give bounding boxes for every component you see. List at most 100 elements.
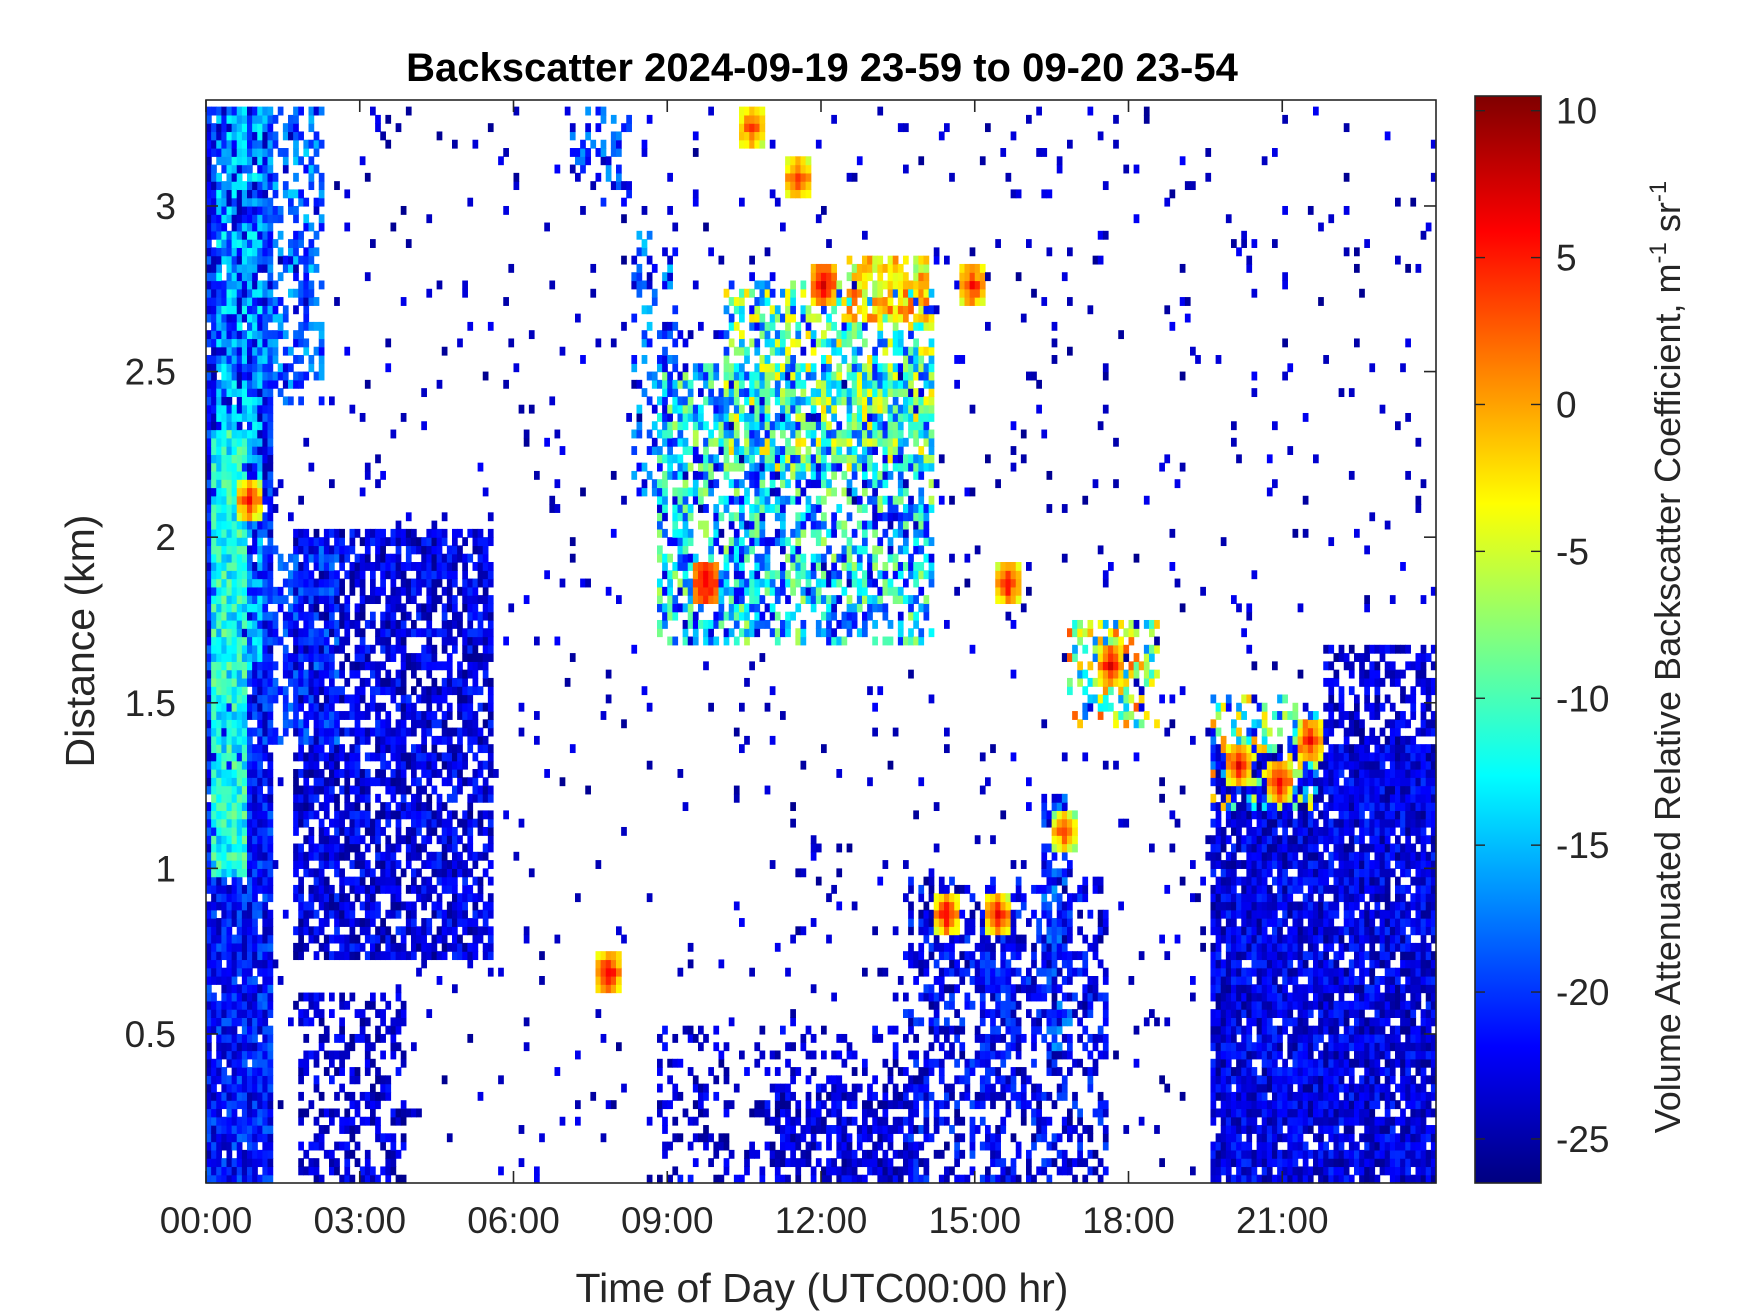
- heatmap-cell: [390, 644, 397, 654]
- heatmap-cell: [405, 727, 412, 737]
- heatmap-cell: [211, 926, 217, 936]
- heatmap-cell: [359, 578, 366, 588]
- heatmap-cell: [723, 495, 730, 505]
- heatmap-cell: [769, 272, 776, 282]
- heatmap-cell: [262, 644, 269, 654]
- heatmap-cell: [241, 545, 248, 555]
- heatmap-cell: [421, 537, 427, 547]
- heatmap-cell: [431, 694, 438, 704]
- heatmap-cell: [257, 189, 263, 199]
- heatmap-cell: [216, 1141, 222, 1151]
- heatmap-cell: [257, 495, 263, 505]
- heatmap-cell: [313, 148, 320, 157]
- heatmap-cell: [421, 785, 427, 795]
- heatmap-cell: [764, 462, 771, 472]
- heatmap-cell: [759, 404, 766, 414]
- heatmap-cell: [216, 1050, 222, 1060]
- heatmap-cell: [467, 851, 474, 861]
- heatmap-cell: [375, 1100, 381, 1110]
- heatmap-cell: [298, 1017, 304, 1027]
- heatmap-cell: [446, 744, 453, 754]
- heatmap-cell: [698, 421, 704, 431]
- heatmap-cell: [692, 1075, 699, 1085]
- heatmap-cell: [749, 305, 755, 315]
- heatmap-cell: [334, 669, 340, 679]
- heatmap-cell: [354, 860, 361, 869]
- heatmap-cell: [226, 156, 233, 166]
- heatmap-cell: [231, 164, 238, 174]
- heatmap-cell: [672, 520, 679, 530]
- heatmap-cell: [344, 851, 351, 861]
- heatmap-cell: [267, 330, 274, 340]
- heatmap-cell: [616, 926, 622, 936]
- heatmap-cell: [267, 181, 274, 191]
- heatmap-cell: [780, 570, 786, 580]
- heatmap-cell: [477, 462, 484, 472]
- heatmap-cell: [354, 644, 361, 654]
- heatmap-cell: [339, 1067, 345, 1076]
- heatmap-cell: [267, 131, 274, 141]
- heatmap-cell: [334, 818, 340, 828]
- heatmap-cell: [231, 247, 238, 257]
- heatmap-cell: [790, 280, 796, 290]
- heatmap-cell: [687, 412, 694, 422]
- heatmap-cell: [206, 719, 212, 729]
- heatmap-cell: [226, 297, 233, 306]
- heatmap-cell: [313, 702, 320, 712]
- heatmap-cell: [385, 843, 392, 853]
- heatmap-cell: [334, 644, 340, 654]
- heatmap-cell: [421, 603, 427, 613]
- heatmap-cell: [739, 702, 745, 712]
- heatmap-cell: [303, 992, 310, 1002]
- heatmap-cell: [308, 934, 315, 944]
- heatmap-cell: [334, 553, 340, 563]
- heatmap-cell: [698, 404, 704, 414]
- heatmap-cell: [252, 586, 258, 596]
- heatmap-cell: [211, 951, 217, 961]
- heatmap-cell: [221, 404, 228, 414]
- heatmap-cell: [339, 1033, 345, 1043]
- heatmap-cell: [790, 1116, 796, 1126]
- heatmap-cell: [385, 1158, 392, 1168]
- heatmap-cell: [559, 777, 566, 787]
- heatmap-cell: [298, 1009, 304, 1018]
- heatmap-cell: [728, 388, 735, 398]
- heatmap-cell: [733, 487, 740, 497]
- heatmap-cell: [769, 735, 776, 745]
- heatmap-cell: [749, 114, 755, 124]
- heatmap-cell: [308, 537, 315, 547]
- heatmap-cell: [318, 1174, 325, 1184]
- heatmap-cell: [211, 280, 217, 290]
- heatmap-cell: [226, 810, 233, 820]
- heatmap-cell: [282, 363, 289, 373]
- heatmap-cell: [477, 744, 484, 754]
- heatmap-cell: [247, 470, 253, 480]
- heatmap-cell: [236, 619, 243, 629]
- heatmap-cell: [441, 868, 448, 878]
- heatmap-cell: [313, 851, 320, 861]
- heatmap-cell: [313, 537, 320, 547]
- heatmap-cell: [267, 247, 274, 257]
- heatmap-cell: [349, 1042, 356, 1052]
- heatmap-cell: [662, 512, 668, 522]
- heatmap-cell: [713, 479, 720, 489]
- heatmap-cell: [744, 611, 750, 621]
- heatmap-cell: [303, 1166, 310, 1176]
- heatmap-cell: [370, 1100, 376, 1110]
- heatmap-cell: [236, 297, 243, 306]
- heatmap-cell: [682, 520, 689, 530]
- heatmap-cell: [703, 454, 709, 464]
- heatmap-cell: [600, 976, 607, 985]
- heatmap-cell: [334, 1158, 340, 1168]
- heatmap-cell: [800, 1133, 807, 1143]
- heatmap-cell: [293, 189, 299, 199]
- heatmap-cell: [329, 603, 335, 613]
- heatmap-cell: [226, 528, 233, 538]
- heatmap-cell: [282, 711, 289, 720]
- heatmap-cell: [354, 528, 361, 538]
- heatmap-cell: [636, 404, 643, 414]
- heatmap-cell: [692, 421, 699, 431]
- heatmap-cell: [236, 735, 243, 745]
- heatmap-cell: [462, 669, 468, 679]
- heatmap-cell: [267, 164, 274, 174]
